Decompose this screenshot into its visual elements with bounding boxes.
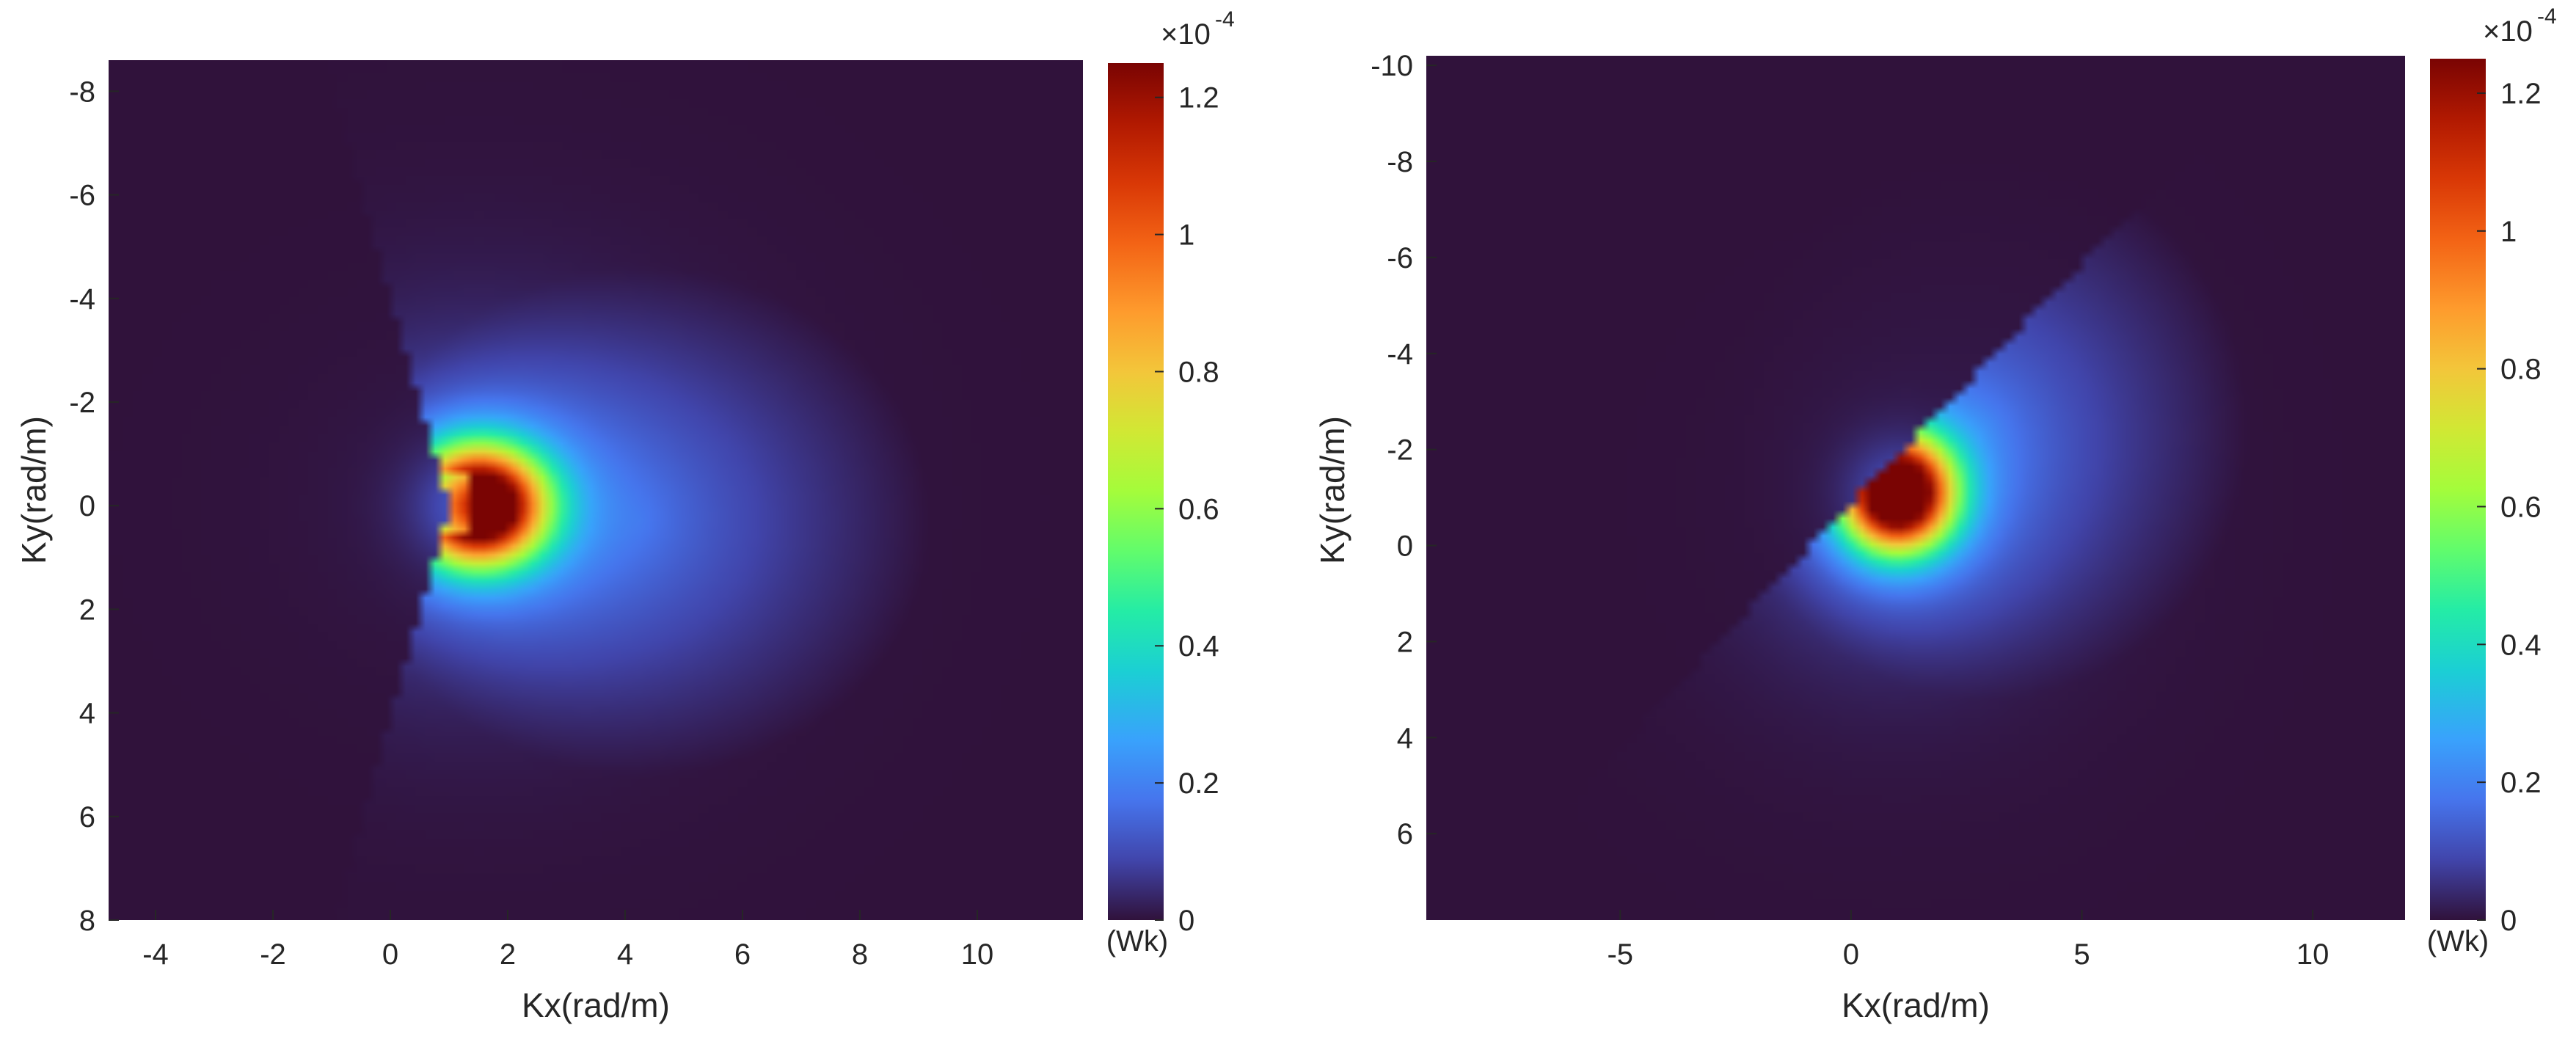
colorbar-tick-label: 0 bbox=[2500, 905, 2517, 937]
right-x-ticks: -5 0 5 10 bbox=[1607, 910, 2329, 971]
y-tick-label: 2 bbox=[1397, 626, 1413, 658]
y-tick-label: -10 bbox=[1371, 50, 1413, 82]
x-tick-label: 10 bbox=[2296, 938, 2329, 971]
y-tick-label: -4 bbox=[69, 283, 95, 315]
colorbar-tick-label: 0.4 bbox=[2500, 629, 2542, 661]
colorbar-tick-label: 0.6 bbox=[1178, 493, 1219, 525]
x-tick-label: -4 bbox=[142, 938, 169, 971]
left-y-axis-label: Ky(rad/m) bbox=[15, 416, 53, 564]
colorbar-tick-label: 0 bbox=[1178, 905, 1194, 937]
right-colorbar bbox=[2430, 59, 2486, 920]
y-tick-label: 6 bbox=[1397, 818, 1413, 850]
x-tick-label: 8 bbox=[852, 938, 868, 971]
x-tick-label: -5 bbox=[1607, 938, 1633, 971]
x-tick-label: 6 bbox=[734, 938, 751, 971]
y-tick-label: 8 bbox=[79, 905, 95, 937]
right-x-axis-label: Kx(rad/m) bbox=[1842, 986, 1990, 1024]
x-tick-label: 10 bbox=[961, 938, 994, 971]
right-colorbar-exponent: ×10 bbox=[2483, 15, 2533, 48]
y-tick-label: 4 bbox=[79, 698, 95, 730]
y-tick-label: 0 bbox=[79, 490, 95, 522]
colorbar-tick-label: 0.6 bbox=[2500, 491, 2542, 523]
y-tick-label: -8 bbox=[69, 76, 95, 108]
right-colorbar-exponent-power: -4 bbox=[2537, 4, 2557, 29]
left-x-ticks: -4 -2 0 2 4 6 8 10 bbox=[142, 910, 993, 971]
left-heatmap bbox=[109, 60, 1083, 920]
y-tick-label: 0 bbox=[1397, 530, 1413, 563]
colorbar-tick-label: 1.2 bbox=[1178, 82, 1219, 114]
y-tick-label: -6 bbox=[1387, 242, 1413, 274]
right-y-ticks: -10 -8 -6 -4 -2 0 2 4 6 bbox=[1371, 50, 1437, 850]
left-colorbar-label: (Wk) bbox=[1106, 925, 1168, 957]
left-colorbar bbox=[1108, 63, 1164, 920]
y-tick-label: -2 bbox=[69, 387, 95, 419]
left-x-axis-label: Kx(rad/m) bbox=[522, 986, 670, 1024]
y-tick-label: 4 bbox=[1397, 722, 1413, 754]
y-tick-label: -4 bbox=[1387, 338, 1413, 371]
y-tick-label: 6 bbox=[79, 801, 95, 833]
x-tick-label: 0 bbox=[382, 938, 398, 971]
colorbar-tick-label: 1 bbox=[1178, 219, 1194, 252]
colorbar-tick-label: 0.8 bbox=[1178, 356, 1219, 388]
colorbar-tick-label: 1 bbox=[2500, 216, 2517, 248]
x-tick-label: 0 bbox=[1843, 938, 1859, 971]
y-tick-label: -6 bbox=[69, 180, 95, 212]
colorbar-tick-label: 1.2 bbox=[2500, 78, 2542, 110]
right-colorbar-label: (Wk) bbox=[2427, 925, 2489, 957]
left-colorbar-exponent: ×10 bbox=[1161, 18, 1211, 51]
colorbar-tick-label: 0.2 bbox=[2500, 767, 2542, 799]
x-tick-label: 2 bbox=[500, 938, 516, 971]
right-heatmap bbox=[1426, 56, 2405, 920]
left-colorbar-exponent-power: -4 bbox=[1215, 7, 1235, 32]
x-tick-label: -2 bbox=[260, 938, 286, 971]
right-colorbar-ticks: 0 0.2 0.4 0.6 0.8 1 1.2 bbox=[2477, 78, 2542, 937]
x-tick-label: 5 bbox=[2073, 938, 2090, 971]
y-tick-label: 2 bbox=[79, 594, 95, 626]
left-y-ticks: -8 -6 -4 -2 0 2 4 6 8 bbox=[69, 76, 119, 937]
colorbar-tick-label: 0.8 bbox=[2500, 354, 2542, 386]
x-tick-label: 4 bbox=[617, 938, 633, 971]
y-tick-label: -8 bbox=[1387, 146, 1413, 178]
y-tick-label: -2 bbox=[1387, 434, 1413, 467]
colorbar-tick-label: 0.4 bbox=[1178, 630, 1219, 663]
colorbar-tick-label: 0.2 bbox=[1178, 767, 1219, 800]
left-colorbar-ticks: 0 0.2 0.4 0.6 0.8 1 1.2 bbox=[1155, 82, 1219, 937]
right-y-axis-label: Ky(rad/m) bbox=[1313, 416, 1351, 564]
